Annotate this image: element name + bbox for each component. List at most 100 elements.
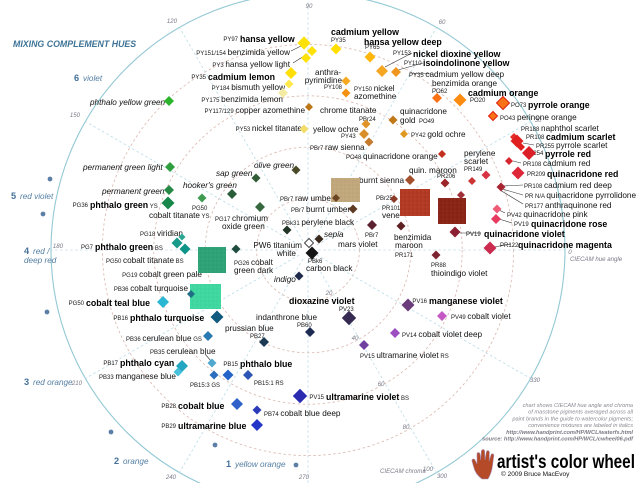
svg-text:paint brands in the guide to w: paint brands in the guide to watercolor … [511,416,633,422]
svg-text:maroon: maroon [395,241,423,250]
svg-text:30: 30 [535,117,542,124]
svg-text:PV19: PV19 [514,222,529,228]
svg-text:PV15: PV15 [309,395,324,401]
svg-text:ultramarine violet BS: ultramarine violet BS [326,392,409,402]
svg-text:hansa yellow deep: hansa yellow deep [364,37,442,47]
svg-text:hansa yellow: hansa yellow [240,34,295,44]
svg-text:40: 40 [352,335,359,342]
svg-text:PV14 cobalt violet deep: PV14 cobalt violet deep [402,330,483,339]
svg-text:PBr7 raw umber: PBr7 raw umber [280,194,334,203]
svg-text:PBr25: PBr25 [376,196,393,202]
svg-text:phthalo cyan: phthalo cyan [120,358,174,368]
svg-text:100: 100 [423,466,434,473]
svg-text:PV23: PV23 [339,307,354,313]
svg-text:PO20: PO20 [470,98,486,104]
svg-text:PB27: PB27 [250,334,265,340]
svg-text:20: 20 [325,290,333,297]
svg-text:PG19 cobalt green pale: PG19 cobalt green pale [122,270,202,279]
svg-text:cobalt titanate YS: cobalt titanate YS [149,211,210,220]
svg-text:PR255 pyrrole scarlet: PR255 pyrrole scarlet [536,141,608,150]
svg-text:PG50: PG50 [192,206,208,212]
svg-text:PO43 perinone orange: PO43 perinone orange [500,113,577,122]
svg-text:PY53 nickel titanate: PY53 nickel titanate [236,124,303,133]
svg-text:PG36: PG36 [73,203,89,209]
svg-text:240: 240 [165,474,177,481]
svg-text:PBr7 raw sienna: PBr7 raw sienna [310,143,365,152]
svg-text:sepia: sepia [324,230,344,239]
svg-text:PR209: PR209 [527,172,546,178]
svg-text:PY42 gold ochre: PY42 gold ochre [411,130,466,139]
svg-text:phthalo yellow green: phthalo yellow green [89,98,166,107]
svg-text:quinacridone magenta: quinacridone magenta [518,240,612,250]
svg-text:cadmium lemon: cadmium lemon [208,72,275,82]
svg-text:isoindolinone yellow: isoindolinone yellow [423,58,510,68]
svg-text:PBr7 burnt umber: PBr7 burnt umber [291,205,350,214]
svg-text:150: 150 [70,112,81,119]
svg-text:of masstone pigments averaged: of masstone pigments averaged across all [528,410,634,416]
svg-text:perylene: perylene [464,149,496,158]
svg-text:PY65: PY65 [365,45,380,51]
svg-text:benzimida: benzimida [394,233,432,242]
svg-text:PY151/154 benzimida yellow: PY151/154 benzimida yellow [196,48,290,57]
svg-text:PY153: PY153 [393,51,412,57]
svg-text:PB36 cerulean blue GS: PB36 cerulean blue GS [126,334,202,343]
svg-text:PB29: PB29 [161,424,176,430]
svg-text:PY175 benzimida lemon: PY175 benzimida lemon [201,95,283,104]
svg-text:PY184 bismuth yellow: PY184 bismuth yellow [212,83,285,92]
svg-text:ultramarine blue: ultramarine blue [178,421,247,431]
svg-text:thioindigo violet: thioindigo violet [431,269,488,278]
svg-text:phthalo blue: phthalo blue [240,359,292,369]
svg-text:PO49: PO49 [419,119,435,125]
svg-text:manganese violet: manganese violet [429,296,503,306]
svg-text:PG7: PG7 [81,245,94,251]
svg-text:benzimida orange: benzimida orange [432,79,498,88]
svg-text:PO48 quinacridone orange: PO48 quinacridone orange [346,152,438,161]
svg-text:© 2009 Bruce MacEvoy: © 2009 Bruce MacEvoy [501,470,570,478]
svg-text:yellow ochre: yellow ochre [313,125,359,134]
svg-text:PB74 cobalt blue deep: PB74 cobalt blue deep [264,409,341,418]
svg-text:indigo: indigo [274,275,296,284]
svg-text:olive green: olive green [254,161,295,170]
svg-text:carbon black: carbon black [306,264,353,273]
svg-text:330: 330 [530,377,541,384]
svg-text:red orange: red orange [33,378,73,387]
svg-text:PG50: PG50 [69,301,85,307]
svg-text:PR108: PR108 [526,135,545,141]
svg-text:60: 60 [378,381,385,388]
svg-text:indanthrone blue: indanthrone blue [256,313,317,322]
svg-text:PG17 chromium: PG17 chromium [215,214,268,223]
svg-text:cadmium orange: cadmium orange [468,88,538,98]
svg-text:quinacridone red: quinacridone red [547,169,618,179]
svg-text:PY35 cadmium yellow deep: PY35 cadmium yellow deep [409,70,505,79]
svg-text:PBr24: PBr24 [359,117,376,123]
svg-text:CIECAM hue angle: CIECAM hue angle [570,256,623,263]
svg-text:5: 5 [11,191,16,201]
svg-text:scarlet: scarlet [464,157,489,166]
svg-text:nickel dioxine yellow: nickel dioxine yellow [413,49,501,59]
svg-text:PR101: PR101 [382,206,401,212]
svg-text:PV19: PV19 [466,232,481,238]
svg-text:prussian blue: prussian blue [225,324,274,333]
svg-text:PB33 manganese blue: PB33 manganese blue [99,372,176,381]
svg-text:phthalo green BS: phthalo green BS [95,242,163,252]
svg-text:PB17: PB17 [103,361,118,367]
svg-text:cadmium scarlet: cadmium scarlet [546,132,616,142]
svg-text:PY35: PY35 [191,75,206,81]
svg-text:white: white [276,249,297,258]
svg-text:phthalo turquoise: phthalo turquoise [130,313,204,323]
svg-text:0: 0 [568,249,572,256]
svg-text:PB16: PB16 [113,316,128,322]
svg-text:PB15: PB15 [223,362,238,368]
svg-text:1: 1 [226,459,231,469]
svg-text:PB15:1 RS: PB15:1 RS [254,381,284,387]
svg-text:3: 3 [24,377,29,387]
svg-text:PR206: PR206 [437,174,456,180]
svg-text:mars violet: mars violet [338,240,378,249]
svg-text:PB60: PB60 [297,323,312,329]
svg-text:pyrimidine: pyrimidine [305,76,343,85]
svg-text:PG18 viridian: PG18 viridian [140,229,183,238]
svg-text:PR108 cadmium red: PR108 cadmium red [523,159,591,168]
svg-text:quinacridone violet: quinacridone violet [484,229,565,239]
svg-text:PV16: PV16 [412,299,427,305]
svg-text:PY35: PY35 [331,38,346,44]
